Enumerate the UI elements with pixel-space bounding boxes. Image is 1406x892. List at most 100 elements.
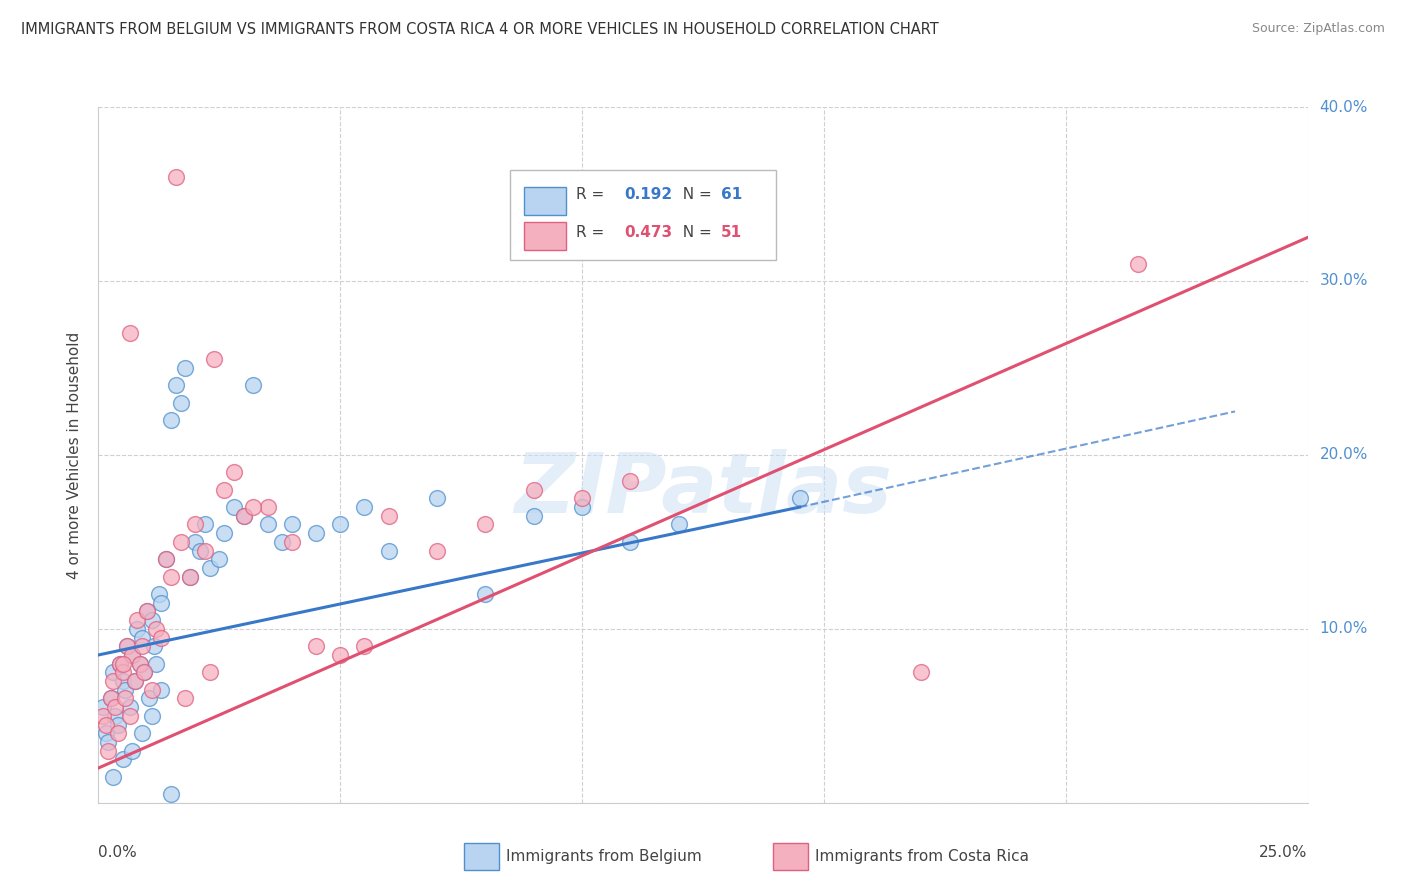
Point bbox=[160, 413, 183, 427]
Point bbox=[194, 517, 217, 532]
Point bbox=[169, 395, 191, 409]
Point bbox=[124, 674, 146, 689]
Point bbox=[91, 708, 114, 723]
Point bbox=[143, 639, 166, 653]
Point bbox=[97, 744, 120, 758]
Point bbox=[179, 570, 201, 584]
Point bbox=[174, 691, 197, 706]
Text: Source: ZipAtlas.com: Source: ZipAtlas.com bbox=[1251, 22, 1385, 36]
Point bbox=[114, 682, 136, 697]
Point bbox=[131, 726, 153, 740]
FancyBboxPatch shape bbox=[509, 169, 776, 260]
Point bbox=[1128, 257, 1150, 271]
Point bbox=[155, 552, 177, 566]
Text: IMMIGRANTS FROM BELGIUM VS IMMIGRANTS FROM COSTA RICA 4 OR MORE VEHICLES IN HOUS: IMMIGRANTS FROM BELGIUM VS IMMIGRANTS FR… bbox=[21, 22, 939, 37]
Point bbox=[619, 474, 641, 488]
Point bbox=[571, 500, 593, 514]
Point bbox=[134, 665, 156, 680]
Point bbox=[145, 657, 167, 671]
Point bbox=[212, 526, 235, 541]
Text: N =: N = bbox=[673, 225, 717, 240]
Point bbox=[141, 613, 163, 627]
Point bbox=[184, 534, 207, 549]
Point bbox=[426, 543, 449, 558]
Point bbox=[94, 726, 117, 740]
Point bbox=[222, 500, 245, 514]
Point bbox=[108, 657, 131, 671]
Point bbox=[128, 657, 150, 671]
Point bbox=[101, 770, 124, 784]
Point bbox=[204, 352, 226, 367]
Point bbox=[179, 570, 201, 584]
FancyBboxPatch shape bbox=[524, 222, 567, 250]
Point bbox=[111, 752, 134, 766]
Point bbox=[138, 691, 160, 706]
Text: 51: 51 bbox=[721, 225, 742, 240]
Text: 0.192: 0.192 bbox=[624, 186, 672, 202]
Point bbox=[256, 500, 278, 514]
Point bbox=[100, 691, 122, 706]
Point bbox=[523, 483, 546, 497]
Point bbox=[377, 508, 399, 523]
Point bbox=[121, 744, 143, 758]
Point bbox=[184, 517, 207, 532]
Point bbox=[426, 491, 449, 506]
Point bbox=[571, 491, 593, 506]
Text: 0.473: 0.473 bbox=[624, 225, 672, 240]
Text: 40.0%: 40.0% bbox=[1320, 100, 1368, 114]
Point bbox=[150, 631, 173, 645]
Point bbox=[101, 665, 124, 680]
Point bbox=[127, 622, 149, 636]
Point bbox=[174, 361, 197, 376]
Point bbox=[619, 534, 641, 549]
Point bbox=[329, 517, 352, 532]
Point bbox=[523, 508, 546, 523]
Text: 61: 61 bbox=[721, 186, 742, 202]
Point bbox=[305, 639, 328, 653]
Point bbox=[208, 552, 231, 566]
Point bbox=[281, 534, 304, 549]
Point bbox=[242, 500, 264, 514]
Point bbox=[148, 587, 170, 601]
Point bbox=[101, 674, 124, 689]
Text: R =: R = bbox=[576, 225, 609, 240]
Point bbox=[135, 605, 157, 619]
Point bbox=[128, 657, 150, 671]
Point bbox=[111, 657, 134, 671]
Point bbox=[118, 700, 141, 714]
Point bbox=[256, 517, 278, 532]
Text: Immigrants from Belgium: Immigrants from Belgium bbox=[506, 849, 702, 863]
Point bbox=[305, 526, 328, 541]
Point bbox=[117, 639, 139, 653]
Point bbox=[474, 517, 496, 532]
Text: N =: N = bbox=[673, 186, 717, 202]
Point bbox=[155, 552, 177, 566]
Point bbox=[789, 491, 811, 506]
Point bbox=[281, 517, 304, 532]
Point bbox=[97, 735, 120, 749]
Point bbox=[160, 570, 183, 584]
Text: ZIPatlas: ZIPatlas bbox=[515, 450, 891, 530]
Text: Immigrants from Costa Rica: Immigrants from Costa Rica bbox=[815, 849, 1029, 863]
Point bbox=[131, 639, 153, 653]
Point bbox=[150, 682, 173, 697]
Point bbox=[104, 708, 127, 723]
Point bbox=[145, 622, 167, 636]
Text: R =: R = bbox=[576, 186, 609, 202]
Point bbox=[150, 596, 173, 610]
Point bbox=[121, 648, 143, 662]
Point bbox=[91, 700, 114, 714]
Text: 20.0%: 20.0% bbox=[1320, 448, 1368, 462]
Point bbox=[141, 682, 163, 697]
Point bbox=[232, 508, 254, 523]
Point bbox=[108, 657, 131, 671]
Point bbox=[118, 708, 141, 723]
Point bbox=[111, 674, 134, 689]
Point bbox=[104, 700, 127, 714]
Point bbox=[165, 169, 187, 184]
FancyBboxPatch shape bbox=[524, 187, 567, 215]
Point bbox=[329, 648, 352, 662]
Point bbox=[194, 543, 217, 558]
Point bbox=[160, 787, 183, 801]
Point bbox=[117, 639, 139, 653]
